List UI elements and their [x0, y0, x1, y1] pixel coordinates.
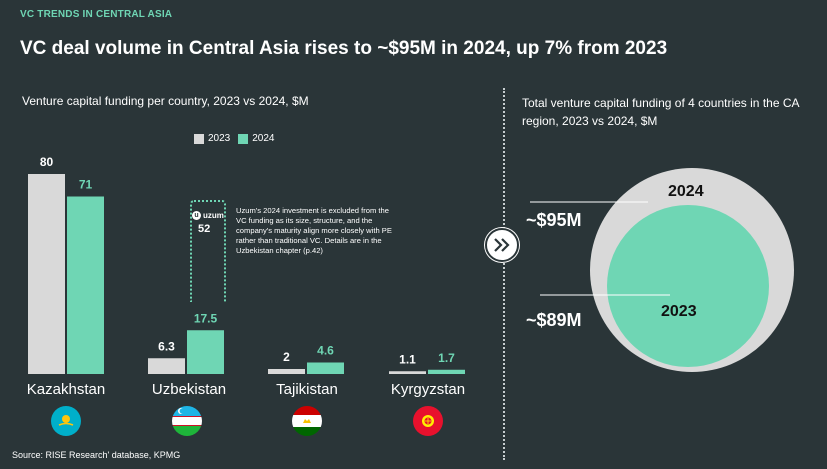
- kyrgyzstan-flag-icon: [413, 406, 443, 436]
- bar-kazakhstan-2024: [67, 196, 104, 374]
- total-2023-year-label: 2023: [661, 303, 697, 320]
- country-label-uzbekistan: Uzbekistan: [151, 381, 227, 398]
- uzum-logo-icon: u: [192, 211, 201, 220]
- kazakhstan-flag-icon: [51, 406, 81, 436]
- uzum-excluded-outline: [190, 200, 226, 302]
- vertical-divider: [503, 88, 505, 460]
- tajikistan-flag-icon: [292, 406, 322, 436]
- bar-kyrgyzstan-2024: [428, 369, 465, 374]
- country-label-kyrgyzstan: Kyrgyzstan: [390, 381, 466, 398]
- chart-legend: 2023 2024: [194, 133, 275, 144]
- bar-label-uzbekistan-2024: 17.5: [194, 311, 218, 325]
- bar-tajikistan-2024: [307, 362, 344, 374]
- legend-label-2024: 2024: [252, 133, 275, 144]
- bar-label-kyrgyzstan-2024: 1.7: [438, 351, 455, 365]
- double-chevron-right-icon: [485, 228, 519, 262]
- bar-uzbekistan-2024: [187, 330, 224, 374]
- source-note: Source: RISE Research' database, KPMG: [12, 450, 181, 460]
- right-chart-subtitle: Total venture capital funding of 4 count…: [522, 96, 799, 128]
- uzbekistan-flag-icon: [172, 406, 202, 436]
- total-2024-value: ~$95M: [526, 210, 582, 230]
- bar-kazakhstan-2023: [28, 174, 65, 374]
- legend-swatch-2024: [238, 133, 249, 144]
- country-label-kazakhstan: Kazakhstan: [26, 381, 106, 398]
- left-chart-subtitle: Venture capital funding per country, 202…: [22, 94, 309, 108]
- country-label-tajikistan: Tajikistan: [276, 381, 338, 398]
- bar-label-tajikistan-2023: 2: [283, 350, 290, 364]
- bar-uzbekistan-2023: [148, 358, 185, 374]
- total-2024-year-label: 2024: [668, 183, 704, 200]
- bar-label-tajikistan-2024: 4.6: [317, 344, 334, 358]
- uzum-logo: u uzum: [192, 211, 224, 220]
- total-2023-value: ~$89M: [526, 310, 582, 330]
- bar-label-uzbekistan-2023: 6.3: [158, 339, 175, 353]
- legend-label-2023: 2023: [208, 133, 231, 144]
- section-kicker: VC TRENDS IN CENTRAL ASIA: [20, 9, 173, 20]
- legend-swatch-2023: [194, 133, 204, 144]
- uzum-value: 52: [198, 223, 211, 235]
- bar-kyrgyzstan-2023: [389, 371, 426, 374]
- bar-tajikistan-2023: [268, 369, 305, 374]
- bar-label-kazakhstan-2023: 80: [40, 155, 54, 169]
- bar-label-kyrgyzstan-2023: 1.1: [399, 352, 416, 366]
- page-title: VC deal volume in Central Asia rises to …: [20, 38, 668, 59]
- bar-label-kazakhstan-2024: 71: [79, 178, 93, 192]
- total-2023-circle: [607, 205, 769, 367]
- uzum-note: Uzum's 2024 investment is excluded from …: [236, 206, 392, 255]
- uzum-logo-text: uzum: [203, 211, 224, 220]
